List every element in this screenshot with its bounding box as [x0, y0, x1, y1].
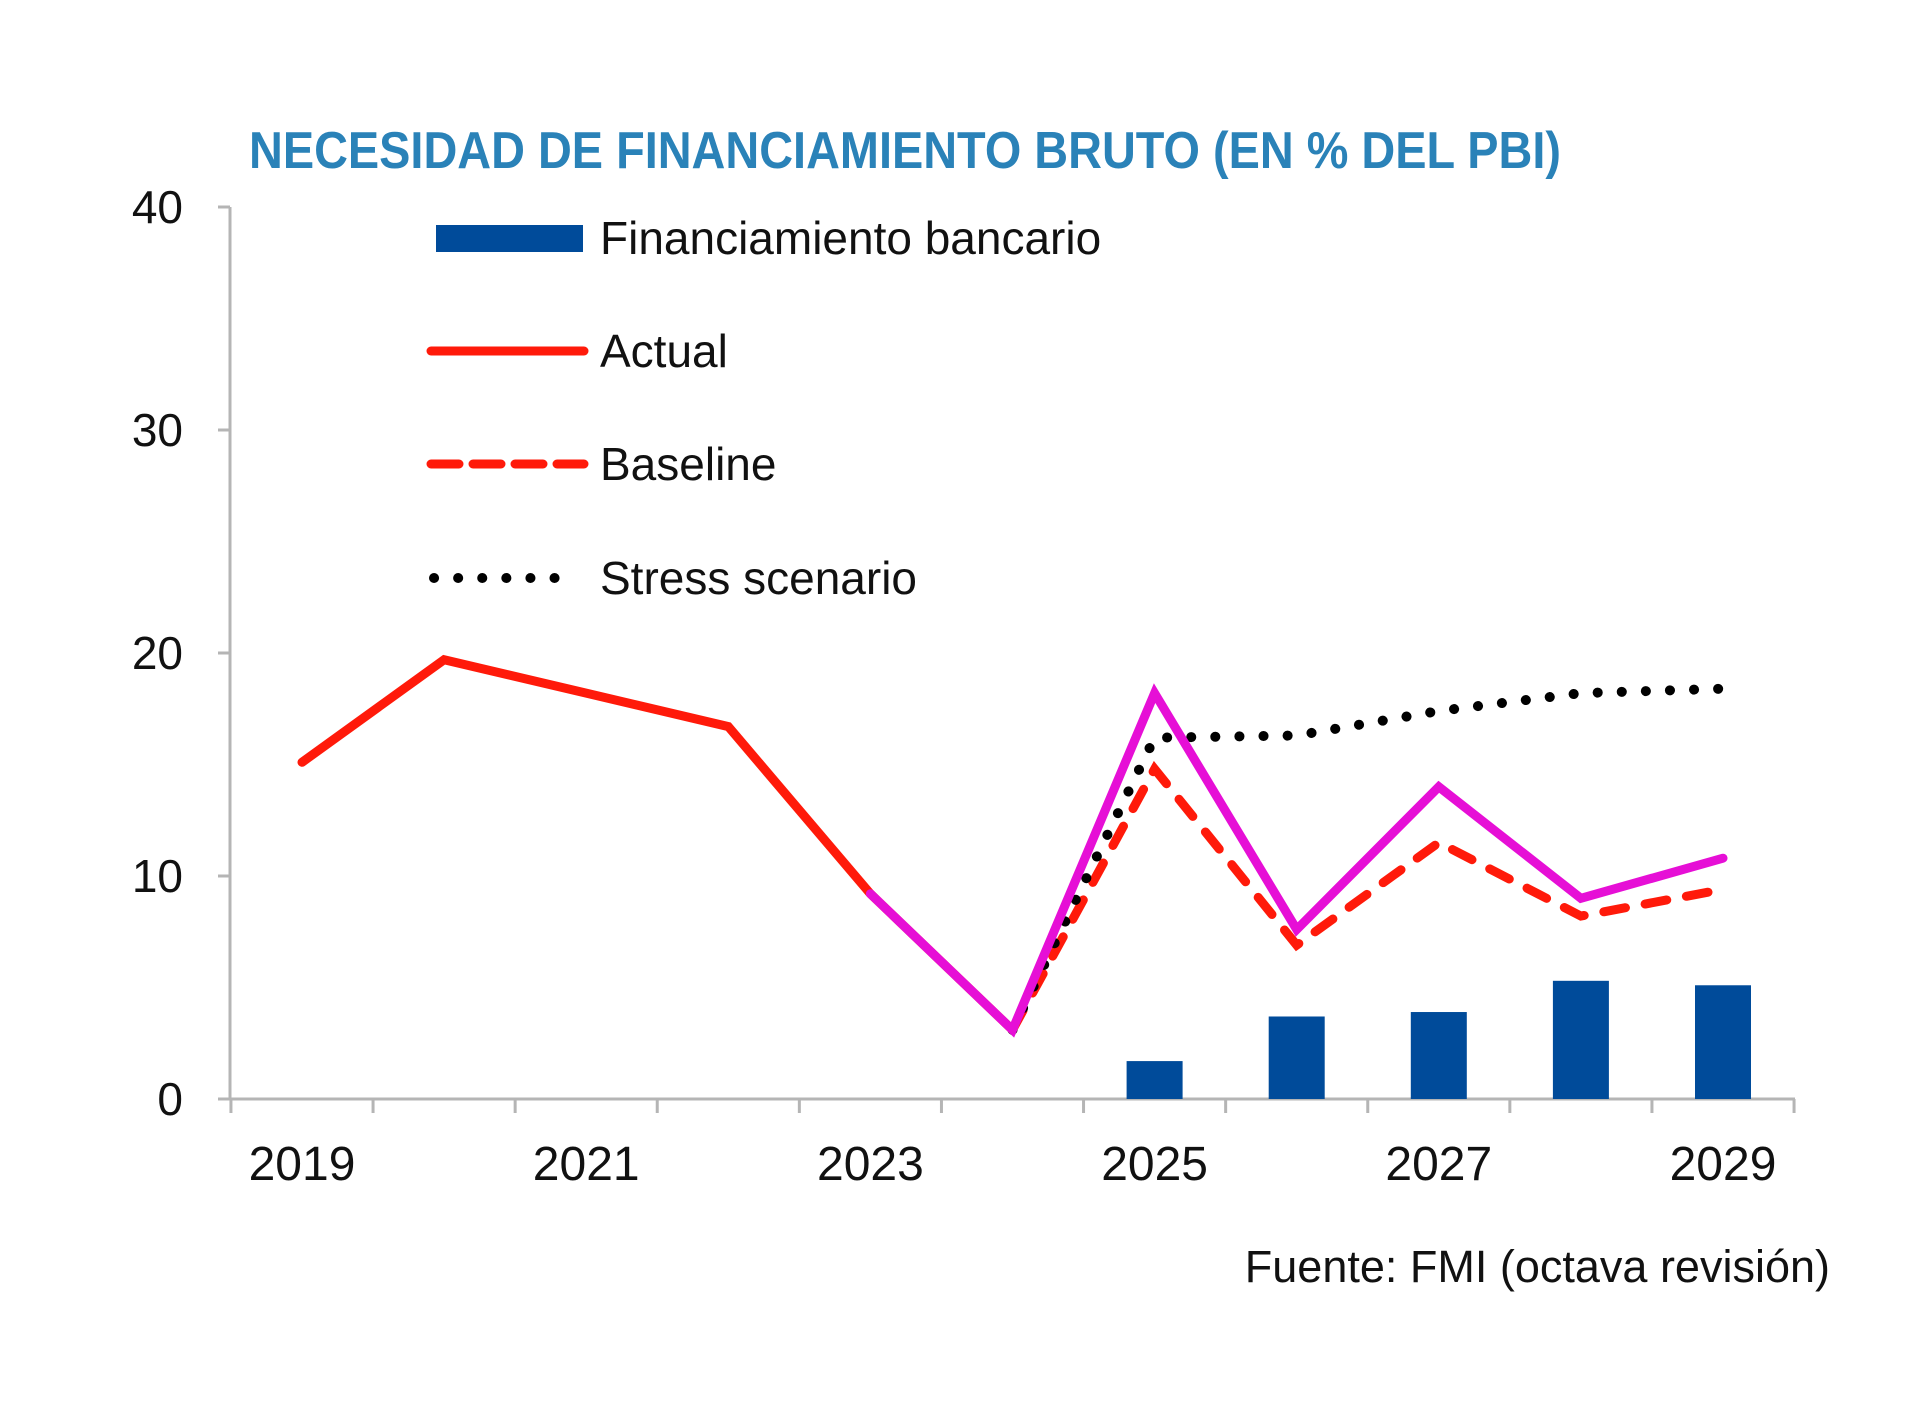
bar-financiamiento-bancario: [1410, 1012, 1467, 1099]
series-line-overlay-unlabeled: [865, 683, 1728, 1038]
axes: 0 10 20 30 40 2019 2021 2023 2025 2027 2029: [132, 181, 1796, 1191]
legend-label-financiamiento-bancario: Financiamiento bancario: [600, 212, 1101, 264]
legend: Financiamiento bancario Actual Baseline Str…: [426, 212, 1101, 604]
x-tick-label: 2019: [249, 1138, 356, 1191]
bar-financiamiento-bancario: [1695, 985, 1751, 1099]
bar-financiamiento-bancario: [1268, 1016, 1325, 1099]
x-tick-label: 2025: [1101, 1138, 1208, 1191]
x-tick-label: 2023: [817, 1138, 924, 1191]
legend-label-stress-scenario: Stress scenario: [600, 552, 917, 604]
lines: [297, 654, 1728, 1038]
series-line-actual: [297, 654, 1017, 1035]
y-tick-label: 10: [132, 850, 183, 902]
legend-label-baseline: Baseline: [600, 438, 776, 490]
legend-swatch-financiamiento-bancario: [436, 225, 583, 252]
x-tick-label: 2029: [1670, 1138, 1777, 1191]
y-tick-label: 30: [132, 404, 183, 456]
bar-financiamiento-bancario: [1552, 980, 1609, 1099]
bars: [1126, 980, 1751, 1099]
chart-title: NECESIDAD DE FINANCIAMIENTO BRUTO (EN % …: [249, 122, 1561, 180]
series-line-baseline: [1008, 760, 1728, 1035]
y-tick-label: 0: [157, 1073, 183, 1125]
source-note: Fuente: FMI (octava revisión): [1245, 1241, 1830, 1292]
y-tick-label: 40: [132, 181, 183, 233]
x-tick-label: 2021: [533, 1138, 640, 1191]
x-tick-label: 2027: [1385, 1138, 1492, 1191]
bar-financiamiento-bancario: [1126, 1061, 1183, 1099]
legend-label-actual: Actual: [600, 325, 728, 377]
y-tick-label: 20: [132, 627, 183, 679]
